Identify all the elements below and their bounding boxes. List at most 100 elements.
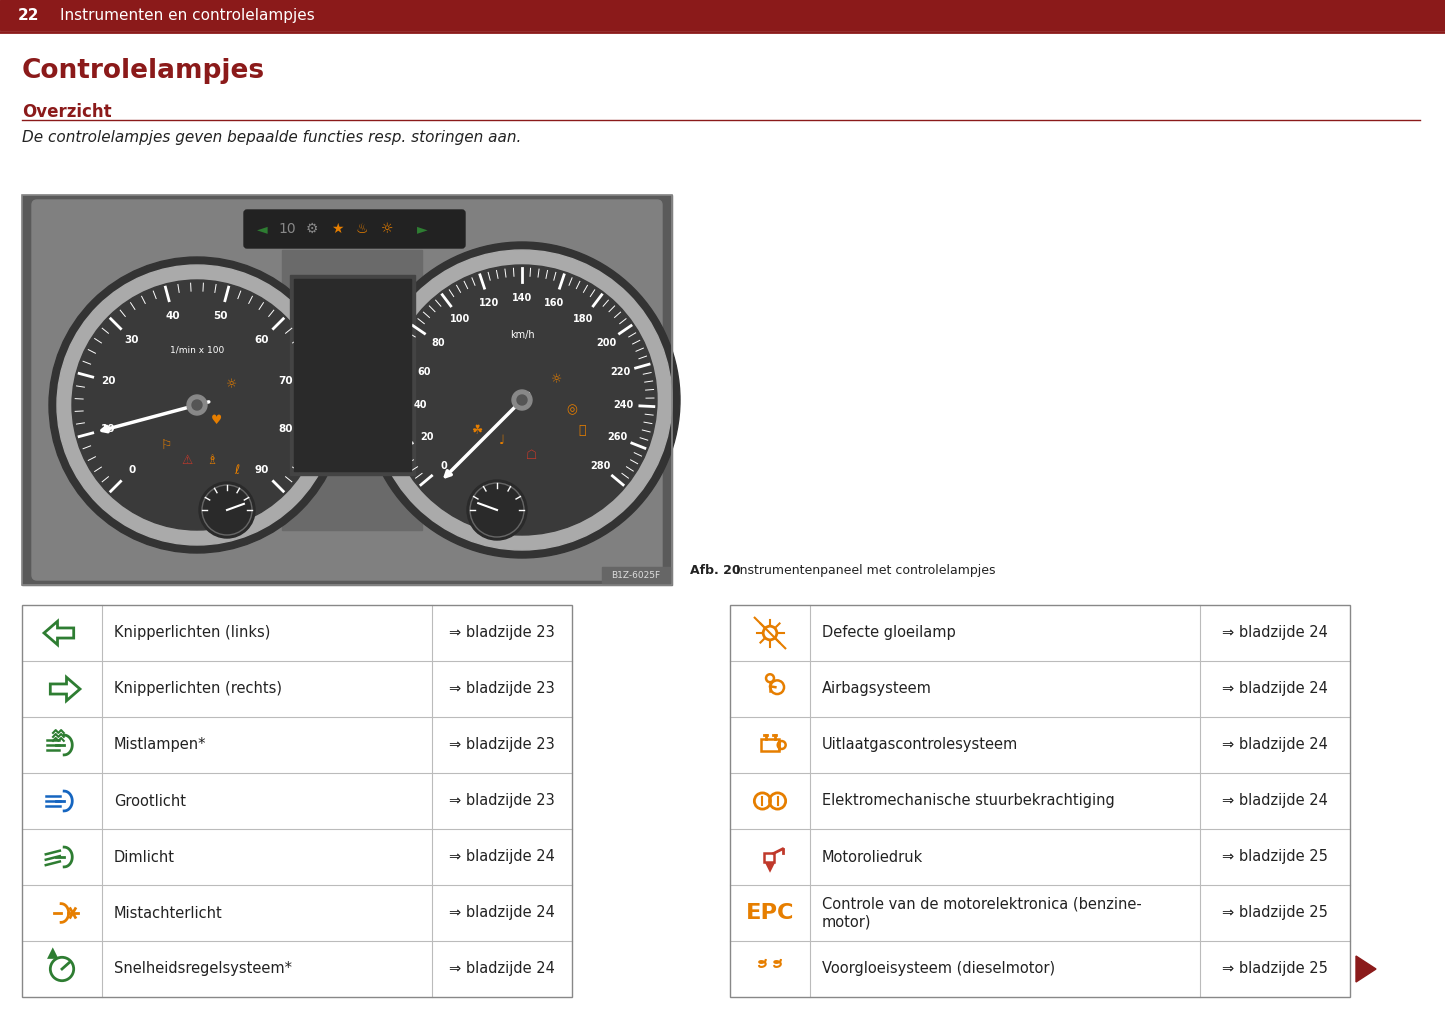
Text: ⚙: ⚙ xyxy=(306,222,318,236)
Text: EPC: EPC xyxy=(746,903,795,923)
Bar xyxy=(603,567,670,583)
Text: ⚠: ⚠ xyxy=(182,453,192,467)
Text: ⇒ bladzijde 24: ⇒ bladzijde 24 xyxy=(449,906,555,920)
Circle shape xyxy=(512,390,532,410)
Text: 140: 140 xyxy=(512,293,532,303)
Circle shape xyxy=(387,265,657,535)
Bar xyxy=(22,195,672,585)
Text: ⇒ bladzijde 25: ⇒ bladzijde 25 xyxy=(1222,906,1328,920)
Text: 160: 160 xyxy=(545,299,565,309)
Text: ♗: ♗ xyxy=(207,453,218,467)
Circle shape xyxy=(49,257,345,553)
Circle shape xyxy=(517,395,527,405)
Circle shape xyxy=(467,480,527,540)
Text: ★: ★ xyxy=(331,222,344,236)
Text: 10: 10 xyxy=(101,424,116,434)
Text: ☖: ☖ xyxy=(526,448,538,462)
Text: ℓ: ℓ xyxy=(234,464,240,477)
Text: 50: 50 xyxy=(214,311,228,321)
Text: 20: 20 xyxy=(101,376,116,386)
Text: Controle van de motorelektronica (benzine-
motor): Controle van de motorelektronica (benzin… xyxy=(822,897,1142,929)
Text: Knipperlichten (rechts): Knipperlichten (rechts) xyxy=(114,682,282,697)
Text: 40: 40 xyxy=(413,400,426,410)
Text: Defecte gloeilamp: Defecte gloeilamp xyxy=(822,626,955,641)
Text: 20: 20 xyxy=(420,432,433,442)
Text: ♨: ♨ xyxy=(355,222,368,236)
Text: ◎: ◎ xyxy=(566,404,578,417)
Text: km/h: km/h xyxy=(510,330,535,340)
Text: ♩: ♩ xyxy=(499,433,504,446)
Bar xyxy=(22,195,672,585)
Bar xyxy=(0,0,1445,30)
Bar xyxy=(290,275,415,475)
Text: 70: 70 xyxy=(279,376,293,386)
Text: ⇒ bladzijde 23: ⇒ bladzijde 23 xyxy=(449,626,555,641)
Text: ⇒ bladzijde 24: ⇒ bladzijde 24 xyxy=(1222,794,1328,808)
Text: Elektromechanische stuurbekrachtiging: Elektromechanische stuurbekrachtiging xyxy=(822,794,1114,808)
Bar xyxy=(282,250,422,530)
Text: 0: 0 xyxy=(441,461,448,471)
Text: ☘: ☘ xyxy=(471,424,483,436)
Text: Motoroliedruk: Motoroliedruk xyxy=(822,850,923,864)
Text: ⦿: ⦿ xyxy=(578,424,585,436)
Text: 80: 80 xyxy=(279,424,293,434)
Text: ▾: ▾ xyxy=(764,857,775,876)
Text: Overzicht: Overzicht xyxy=(22,103,111,121)
Text: 100: 100 xyxy=(451,314,471,324)
Text: Grootlicht: Grootlicht xyxy=(114,794,186,808)
Text: 60: 60 xyxy=(418,368,431,377)
Text: ⇒ bladzijde 24: ⇒ bladzijde 24 xyxy=(1222,626,1328,641)
Text: 80: 80 xyxy=(431,337,445,347)
Bar xyxy=(293,279,410,471)
Bar xyxy=(764,853,773,862)
Text: 22: 22 xyxy=(17,7,39,22)
Circle shape xyxy=(56,265,337,545)
Text: ►: ► xyxy=(416,222,428,236)
Text: 260: 260 xyxy=(607,432,627,442)
Text: ⚐: ⚐ xyxy=(162,438,172,451)
Text: 280: 280 xyxy=(590,461,610,471)
Text: ⇒ bladzijde 24: ⇒ bladzijde 24 xyxy=(449,850,555,864)
Circle shape xyxy=(371,250,672,550)
Text: ⇒ bladzijde 24: ⇒ bladzijde 24 xyxy=(1222,738,1328,752)
Bar xyxy=(730,605,1350,997)
Text: 200: 200 xyxy=(597,337,617,347)
Circle shape xyxy=(186,395,207,415)
Text: ⇒ bladzijde 23: ⇒ bladzijde 23 xyxy=(449,794,555,808)
Text: Mistlampen*: Mistlampen* xyxy=(114,738,207,752)
Text: ☼: ☼ xyxy=(552,374,562,386)
Circle shape xyxy=(192,400,202,410)
Text: B1Z-6025F: B1Z-6025F xyxy=(611,571,660,580)
Text: 180: 180 xyxy=(574,314,594,324)
Text: Airbagsysteem: Airbagsysteem xyxy=(822,682,932,697)
Text: 30: 30 xyxy=(124,335,139,345)
Circle shape xyxy=(72,280,322,530)
Text: 240: 240 xyxy=(614,400,634,410)
Text: Instrumenten en controlelampjes: Instrumenten en controlelampjes xyxy=(61,7,315,22)
Text: Instrumentenpaneel met controlelampjes: Instrumentenpaneel met controlelampjes xyxy=(728,564,996,577)
Text: Afb. 20: Afb. 20 xyxy=(691,564,741,577)
Text: 60: 60 xyxy=(254,335,269,345)
Polygon shape xyxy=(1355,956,1376,982)
Text: ☼: ☼ xyxy=(380,222,393,236)
Text: ⇒ bladzijde 24: ⇒ bladzijde 24 xyxy=(449,962,555,976)
Text: 220: 220 xyxy=(610,368,630,377)
Text: Mistachterlicht: Mistachterlicht xyxy=(114,906,223,920)
Text: ⇒ bladzijde 24: ⇒ bladzijde 24 xyxy=(1222,682,1328,697)
Text: 1/min x 100: 1/min x 100 xyxy=(171,345,224,355)
Text: 0: 0 xyxy=(129,465,136,475)
Text: Dimlicht: Dimlicht xyxy=(114,850,175,864)
Text: ♥: ♥ xyxy=(211,414,223,427)
Text: 10: 10 xyxy=(279,222,296,236)
Text: Voorgloeisysteem (dieselmotor): Voorgloeisysteem (dieselmotor) xyxy=(822,962,1055,976)
Bar xyxy=(22,605,572,997)
Circle shape xyxy=(364,242,681,558)
Text: ▲: ▲ xyxy=(48,946,59,960)
Text: ◄: ◄ xyxy=(257,222,267,236)
Text: ⇒ bladzijde 23: ⇒ bladzijde 23 xyxy=(449,738,555,752)
Text: 90: 90 xyxy=(254,465,269,475)
Text: Uitlaatgascontrolesysteem: Uitlaatgascontrolesysteem xyxy=(822,738,1019,752)
Text: De controlelampjes geven bepaalde functies resp. storingen aan.: De controlelampjes geven bepaalde functi… xyxy=(22,130,522,145)
Text: 40: 40 xyxy=(166,311,181,321)
Text: ⇒ bladzijde 25: ⇒ bladzijde 25 xyxy=(1222,962,1328,976)
